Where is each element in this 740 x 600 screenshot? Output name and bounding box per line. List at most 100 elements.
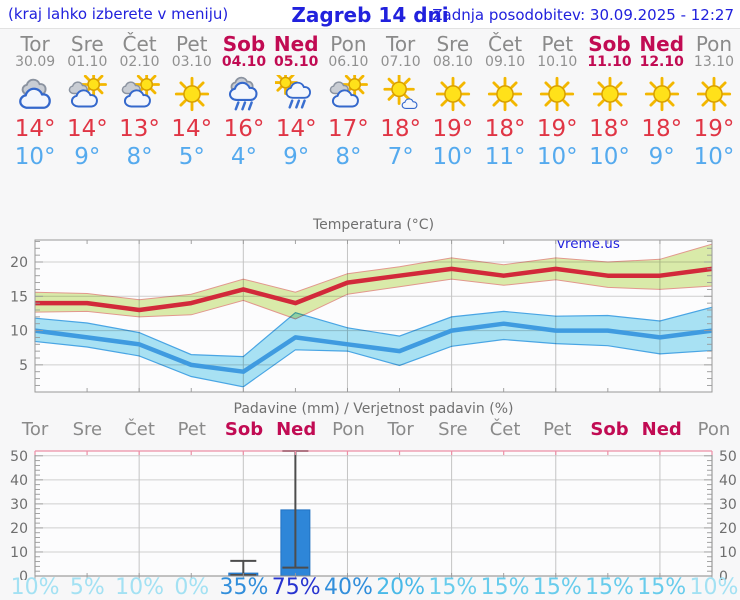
day-date: 11.10: [587, 54, 632, 70]
day-name: Sre: [70, 32, 104, 56]
rain-streaks: [288, 99, 306, 109]
temp-max: 18°: [589, 116, 630, 142]
day-date: 01.10: [67, 54, 108, 70]
temp-min: 4°: [230, 144, 258, 170]
day-date: 30.09: [15, 54, 56, 70]
forecast-day-column: Pet 03.10 14° 5°: [166, 29, 218, 170]
weather-icon: [583, 75, 635, 115]
precip-axis-day: Ned: [276, 419, 317, 440]
temperature-chart: 5 10 15 20: [10, 239, 713, 393]
weather-icon: [427, 75, 479, 115]
forecast-day-column: Čet 02.10 13° 8°: [113, 29, 165, 170]
temp-max: 14°: [14, 116, 56, 142]
precip-probability: 0%: [174, 575, 210, 600]
svg-text:20: 20: [10, 521, 28, 537]
day-date: 12.10: [639, 54, 684, 70]
svg-text:10: 10: [10, 545, 28, 561]
partly-cloudy-icon: [121, 75, 160, 108]
forecast-day-column: Sre 01.10 14° 9°: [61, 29, 113, 170]
day-name: Sob: [222, 32, 266, 56]
temp-max: 19°: [536, 116, 578, 142]
svg-text:50: 50: [719, 449, 737, 465]
day-name: Ned: [639, 32, 685, 56]
weather-icon: [166, 75, 218, 115]
rain-icon: [228, 76, 258, 111]
precip-probability: 10%: [115, 575, 164, 600]
temp-min: 8°: [335, 144, 362, 170]
day-name: Čet: [488, 32, 523, 56]
weather-icon: [270, 75, 322, 115]
temp-max: 13°: [119, 116, 160, 142]
header-bar: (kraj lahko izberete v meniju) Zagreb 14…: [0, 0, 740, 29]
temp-min: 10°: [536, 144, 578, 170]
day-name: Ned: [273, 32, 319, 56]
svg-text:0: 0: [719, 569, 728, 580]
temp-min: 10°: [589, 144, 630, 170]
vreme-us-watermark-link[interactable]: vreme.us: [557, 236, 620, 252]
weather-icon: [61, 75, 113, 115]
temp-min: 10°: [432, 144, 474, 170]
day-date: 06.10: [328, 54, 369, 70]
forecast-day-column: Tor 30.09 14° 10°: [9, 29, 61, 170]
precipitation-chart: 0 0 10 10 20 20 30 30 40 40 50 50: [10, 449, 737, 580]
forecast-day-column: Sob 11.10 18° 10°: [583, 29, 635, 170]
temp-max: 19°: [432, 116, 474, 142]
sun-core: [487, 76, 523, 112]
forecast-day-column: Tor 07.10 18° 7°: [375, 29, 427, 170]
precip-probability: 20%: [376, 575, 426, 600]
precip-axis-day: Sre: [72, 419, 103, 440]
precip-probability: 40%: [323, 575, 373, 600]
day-name: Pon: [695, 32, 733, 56]
precip-top-ticks: [34, 451, 713, 455]
precip-axis-day: Pon: [332, 419, 365, 440]
forecast-day-column: Sre 08.10 19° 10°: [427, 29, 479, 170]
precip-probability: 15%: [480, 575, 530, 600]
forecast-day-column: Pon 13.10 19° 10°: [688, 29, 740, 170]
day-date: 08.10: [432, 54, 473, 70]
sun-core: [174, 76, 209, 112]
day-name: Tor: [20, 32, 50, 56]
forecast-day-column: Sob 04.10 16° 4°: [218, 29, 270, 170]
sunny-icon: [696, 76, 732, 112]
sunny-icon: [174, 76, 209, 112]
svg-text:15: 15: [10, 289, 28, 305]
max-temp-line: [35, 266, 713, 313]
precip-axis-day: Sob: [590, 419, 629, 440]
weather-icon: [688, 75, 740, 115]
precip-axis-day: Sre: [438, 419, 468, 440]
svg-text:30: 30: [10, 497, 28, 513]
weather-icon: [218, 75, 270, 115]
weather-icon: [636, 75, 688, 115]
temp-axis-ticks: [34, 240, 713, 392]
temp-min: 7°: [387, 144, 414, 170]
sun-core: [540, 76, 575, 112]
forecast-strip: Tor 30.09 14° 10° Sre 01.10 14° 9° Čet 0…: [9, 29, 740, 170]
forecast-day-column: Čet 09.10 18° 11°: [479, 29, 531, 170]
day-date: 03.10: [171, 54, 212, 70]
precip-probability: 10%: [689, 575, 739, 600]
precip-probability: 5%: [69, 575, 105, 600]
temp-max: 18°: [380, 116, 422, 142]
precip-probability: 15%: [637, 575, 687, 600]
weather-icon: [479, 75, 531, 115]
precip-probability: 35%: [219, 575, 269, 600]
day-name: Sre: [436, 32, 470, 56]
day-date: 13.10: [693, 54, 734, 70]
sun-core: [435, 76, 470, 112]
min-temp-line: [34, 321, 713, 374]
precip-axis-ticks: [34, 455, 713, 579]
day-name: Sob: [588, 32, 631, 56]
day-name: Tor: [386, 32, 416, 56]
sun-core: [592, 76, 627, 112]
temp-max: 17°: [328, 116, 369, 142]
precip-probability: 15%: [585, 575, 634, 600]
sunny-icon: [592, 76, 627, 112]
precip-probability: 75%: [271, 575, 321, 600]
sun-core: [696, 76, 732, 112]
temp-min: 5°: [178, 144, 205, 170]
temp-max: 14°: [66, 116, 108, 142]
temperature-chart-title: Temperatura (°C): [312, 217, 435, 233]
cloudy-icon: [19, 78, 51, 109]
temp-min: 9°: [283, 144, 310, 170]
